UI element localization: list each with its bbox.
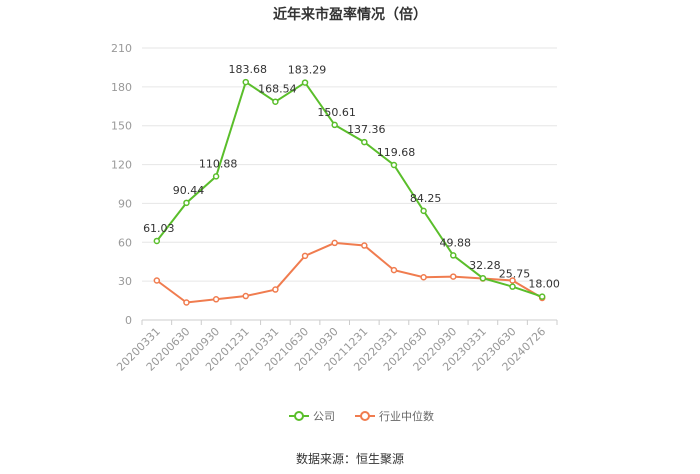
data-point xyxy=(242,78,249,86)
data-point xyxy=(538,293,546,300)
data-label: 18.00 xyxy=(528,278,560,291)
data-label: 110.88 xyxy=(199,157,238,170)
chart-title: 近年来市盈率情况（倍） xyxy=(273,7,427,23)
data-point xyxy=(183,299,190,306)
data-point xyxy=(390,266,398,274)
data-label: 84.25 xyxy=(410,192,442,205)
y-tick-label: 120 xyxy=(111,159,132,172)
data-point xyxy=(183,199,190,207)
y-tick-label: 180 xyxy=(111,81,132,94)
data-point xyxy=(272,286,279,293)
data-point xyxy=(242,292,249,300)
data-point xyxy=(301,79,309,86)
y-tick-label: 210 xyxy=(111,42,132,55)
data-point xyxy=(212,296,220,303)
data-point xyxy=(450,273,457,280)
data-point xyxy=(212,173,220,180)
data-point xyxy=(272,98,279,105)
data-point xyxy=(361,242,368,249)
y-tick-label: 30 xyxy=(118,275,132,288)
data-point xyxy=(153,237,161,245)
data-point xyxy=(509,283,516,290)
data-label: 90.44 xyxy=(173,184,205,197)
data-point xyxy=(331,121,338,129)
data-point xyxy=(153,277,161,284)
y-tick-label: 90 xyxy=(118,197,132,210)
data-label: 137.36 xyxy=(347,123,386,136)
data-label: 168.54 xyxy=(258,83,297,96)
data-point xyxy=(301,252,309,260)
data-point xyxy=(509,277,516,284)
data-label: 61.03 xyxy=(143,222,175,235)
data-point xyxy=(450,252,457,259)
y-tick-label: 0 xyxy=(125,314,132,327)
series-line xyxy=(156,80,543,298)
data-point xyxy=(420,274,427,281)
data-point xyxy=(420,207,427,215)
y-tick-label: 150 xyxy=(111,120,132,133)
series-line xyxy=(156,241,543,304)
legend-marker xyxy=(294,411,304,421)
data-label: 25.75 xyxy=(499,268,531,281)
legend-label: 行业中位数 xyxy=(379,409,434,423)
data-label: 183.68 xyxy=(229,63,268,76)
data-point xyxy=(331,239,338,247)
data-label: 49.88 xyxy=(440,236,472,249)
data-point xyxy=(479,274,487,282)
data-point xyxy=(390,161,398,169)
data-label: 150.61 xyxy=(317,106,356,119)
y-tick-label: 60 xyxy=(118,236,132,249)
data-label: 32.28 xyxy=(469,259,501,272)
data-label: 119.68 xyxy=(377,146,416,159)
source-note: 数据来源：恒生聚源 xyxy=(295,452,404,466)
data-label: 183.29 xyxy=(288,64,327,77)
legend-label: 公司 xyxy=(313,410,335,423)
legend-marker xyxy=(360,411,370,421)
data-point xyxy=(361,138,368,146)
